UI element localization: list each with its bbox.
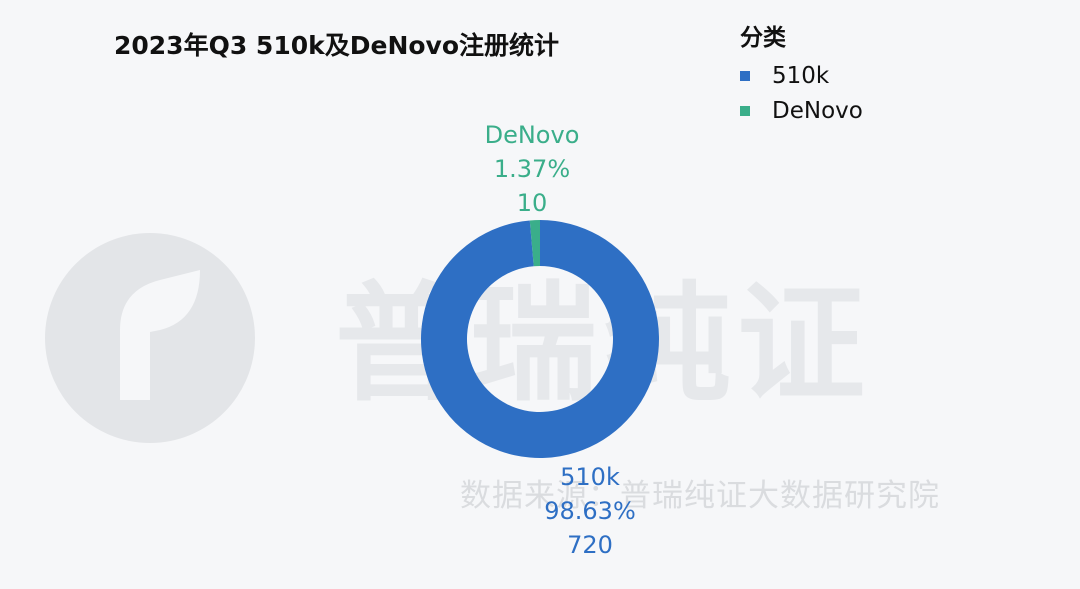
donut-slice-510k[interactable] [420,220,659,458]
slice-value: 10 [516,189,548,217]
legend-swatch [740,105,750,116]
slice-name: 510k [560,463,620,491]
legend-label: 510k [772,62,830,89]
slice-percent: 1.37% [493,155,571,183]
legend-swatch [740,70,750,81]
slice-label-denovo: DeNovo 1.37% 10 [462,118,602,220]
watermark-source-text: 数据来源：普瑞纯证大数据研究院 [460,478,940,514]
chart-title: 2023年Q3 510k及DeNovo注册统计 [114,31,560,60]
legend: 分类 510k DeNovo [740,18,863,128]
legend-item-510k[interactable]: 510k [740,58,863,93]
donut-chart [420,220,659,458]
legend-title: 分类 [740,25,786,51]
slice-percent: 98.63% [544,497,636,525]
slice-label-510k: 510k 98.63% 720 [520,460,660,562]
legend-item-denovo[interactable]: DeNovo [740,93,863,128]
legend-label: DeNovo [772,97,863,124]
donut-slice-denovo[interactable] [529,220,540,267]
watermark-logo-icon [45,233,255,443]
slice-name: DeNovo [484,121,580,149]
slice-value: 720 [567,531,613,559]
